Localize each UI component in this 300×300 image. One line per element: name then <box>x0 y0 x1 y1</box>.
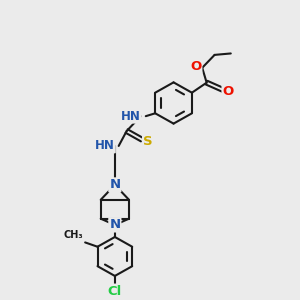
Text: HN: HN <box>121 110 141 123</box>
Text: Cl: Cl <box>108 285 122 298</box>
Text: O: O <box>223 85 234 98</box>
Text: S: S <box>143 135 153 148</box>
Text: N: N <box>109 178 120 191</box>
Text: O: O <box>190 60 201 73</box>
Text: N: N <box>109 218 120 232</box>
Text: CH₃: CH₃ <box>63 230 83 240</box>
Text: HN: HN <box>95 140 115 152</box>
